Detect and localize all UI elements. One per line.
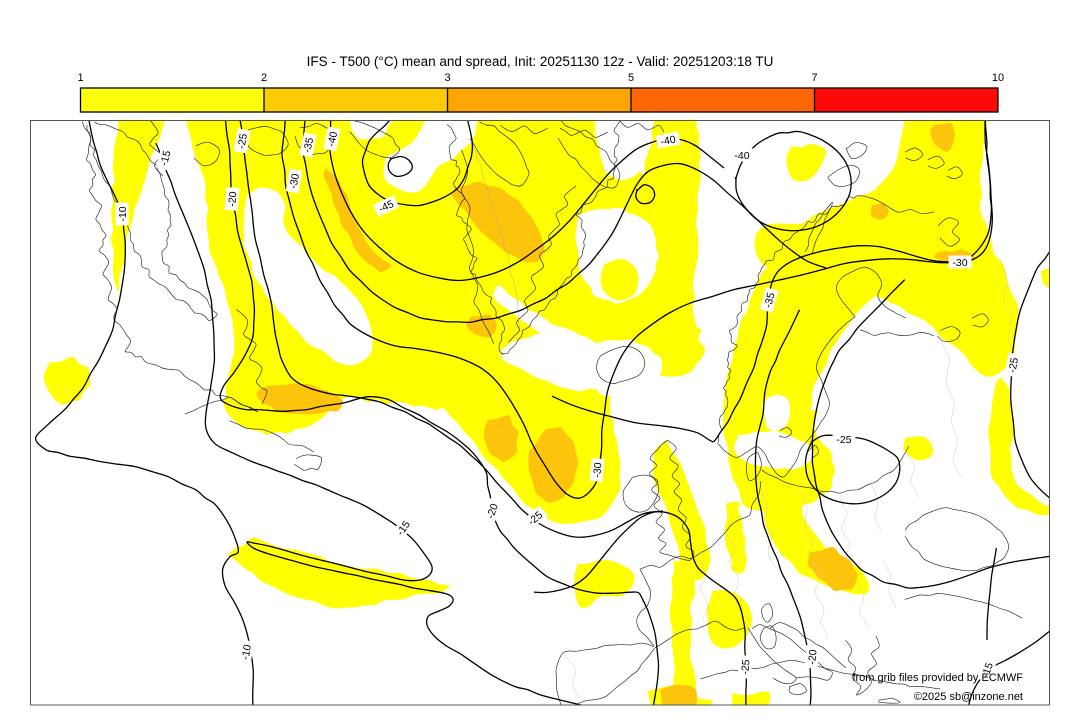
svg-text:-15: -15 <box>158 149 174 167</box>
svg-text:-10: -10 <box>240 643 254 660</box>
svg-text:-20: -20 <box>806 649 819 665</box>
svg-text:-40: -40 <box>734 150 749 162</box>
svg-text:-45: -45 <box>377 198 396 215</box>
svg-text:-25: -25 <box>836 434 851 446</box>
svg-text:-30: -30 <box>952 257 967 269</box>
svg-text:©2025 sb@inzone.net: ©2025 sb@inzone.net <box>914 691 1023 703</box>
svg-text:-25: -25 <box>1007 356 1021 373</box>
svg-text:-30: -30 <box>591 462 604 478</box>
svg-text:IFS - T500 (°C) mean and sprea: IFS - T500 (°C) mean and spread, Init: 2… <box>307 54 774 69</box>
svg-text:-25: -25 <box>739 659 752 675</box>
svg-text:1: 1 <box>77 72 83 84</box>
svg-text:-15: -15 <box>980 661 997 680</box>
svg-text:-40: -40 <box>325 130 340 147</box>
svg-text:-20: -20 <box>226 191 239 207</box>
svg-text:-25: -25 <box>236 132 250 149</box>
svg-text:from grib files provided by EC: from grib files provided by ECMWF <box>852 672 1023 684</box>
svg-text:2: 2 <box>261 72 267 84</box>
svg-text:-35: -35 <box>301 136 316 153</box>
svg-text:10: 10 <box>992 72 1004 84</box>
svg-text:5: 5 <box>628 72 634 84</box>
svg-text:3: 3 <box>444 72 450 84</box>
svg-text:7: 7 <box>811 72 817 84</box>
svg-text:-30: -30 <box>288 172 302 189</box>
svg-text:-35: -35 <box>762 291 778 309</box>
svg-text:-40: -40 <box>660 134 677 148</box>
svg-text:-20: -20 <box>485 502 502 521</box>
svg-text:-10: -10 <box>117 206 129 221</box>
